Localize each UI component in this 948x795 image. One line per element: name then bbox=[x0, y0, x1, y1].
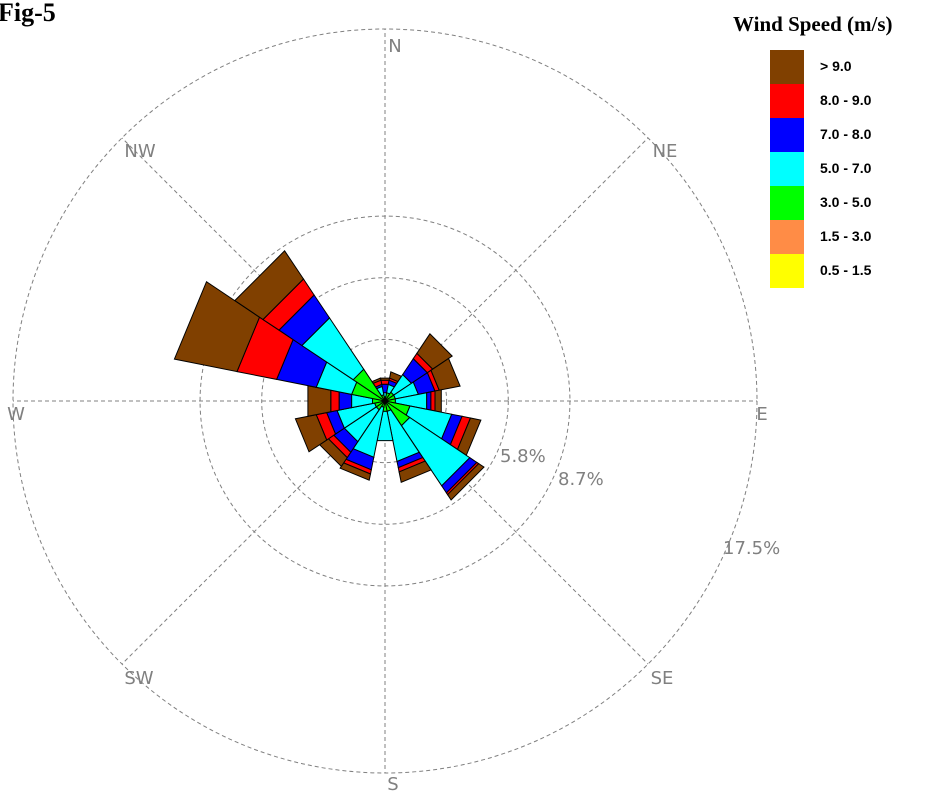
range-ring bbox=[322, 338, 448, 464]
petal-segment-W-bin4 bbox=[338, 391, 353, 411]
petal-segment-E-bin4 bbox=[426, 391, 432, 411]
petal-E bbox=[384, 389, 442, 413]
direction-label-E: E bbox=[756, 404, 767, 425]
direction-label-W: W bbox=[7, 404, 25, 425]
petal-segment-SSW-bin6 bbox=[339, 462, 372, 481]
petal-segment-W-bin6 bbox=[307, 385, 332, 417]
chart-labels: N NE E SE S SW W NW 5.8% 8.7% 17.5% bbox=[7, 36, 780, 795]
legend-item: 5.0 - 7.0 bbox=[770, 152, 940, 186]
legend-swatch bbox=[770, 152, 804, 186]
petal-ESE bbox=[384, 400, 482, 457]
petal-NW bbox=[234, 250, 386, 402]
legend-swatch bbox=[770, 254, 804, 288]
petal-NNW bbox=[371, 377, 386, 402]
petal-segment-SE-bin6 bbox=[446, 462, 485, 501]
legend-label: 5.0 - 7.0 bbox=[820, 160, 872, 176]
legend-item: 3.0 - 5.0 bbox=[770, 186, 940, 220]
legend-swatch bbox=[770, 220, 804, 254]
direction-axis-line bbox=[121, 137, 386, 402]
direction-label-S: S bbox=[387, 774, 398, 795]
petal-segment-WSW-bin6 bbox=[294, 414, 328, 453]
petal-ENE bbox=[384, 357, 461, 402]
legend-swatch bbox=[770, 186, 804, 220]
petal-WNW bbox=[173, 280, 386, 402]
petal-WSW bbox=[294, 400, 386, 453]
legend-item: 0.5 - 1.5 bbox=[770, 254, 940, 288]
petal-segment-E-bin6 bbox=[434, 389, 442, 413]
direction-label-SE: SE bbox=[651, 668, 674, 689]
petal-segment-E-bin5 bbox=[430, 390, 436, 412]
direction-axis-line bbox=[121, 400, 386, 665]
petal-segment-N-bin6 bbox=[379, 377, 391, 381]
legend: > 9.0 8.0 - 9.0 7.0 - 8.0 5.0 - 7.0 3.0 - 5.… bbox=[770, 50, 940, 288]
petal-segment-NNW-bin6 bbox=[371, 377, 382, 384]
petal-SE bbox=[384, 400, 485, 501]
ring-label: 17.5% bbox=[723, 538, 780, 559]
wind-rose-petals bbox=[173, 250, 485, 501]
legend-label: 3.0 - 5.0 bbox=[820, 194, 872, 210]
legend-item: 8.0 - 9.0 bbox=[770, 84, 940, 118]
figure-label: Fig-5 bbox=[0, 0, 56, 27]
direction-axes bbox=[13, 29, 757, 773]
legend-label: 1.5 - 3.0 bbox=[820, 228, 872, 244]
legend-title: Wind Speed (m/s) bbox=[733, 12, 893, 36]
petal-NE bbox=[384, 333, 453, 402]
direction-label-NE: NE bbox=[653, 141, 678, 162]
petal-segment-NW-bin6 bbox=[234, 250, 305, 321]
direction-label-NW: NW bbox=[124, 141, 155, 162]
legend-swatch bbox=[770, 118, 804, 152]
direction-label-SW: SW bbox=[124, 668, 153, 689]
petal-segment-W-bin5 bbox=[330, 389, 340, 413]
ring-label: 8.7% bbox=[558, 469, 604, 490]
legend-swatch bbox=[770, 84, 804, 118]
legend-swatch bbox=[770, 50, 804, 84]
legend-label: 0.5 - 1.5 bbox=[820, 262, 872, 278]
legend-label: 7.0 - 8.0 bbox=[820, 126, 872, 142]
petal-segment-WNW-bin6 bbox=[173, 280, 261, 373]
petal-segment-SSE-bin6 bbox=[398, 460, 432, 483]
petal-segment-ENE-bin6 bbox=[430, 357, 461, 391]
range-ring bbox=[261, 277, 509, 525]
direction-label-N: N bbox=[388, 36, 401, 57]
petal-segment-NE-bin6 bbox=[416, 333, 453, 370]
legend-item: 7.0 - 8.0 bbox=[770, 118, 940, 152]
ring-label: 5.8% bbox=[500, 446, 546, 467]
legend-item: > 9.0 bbox=[770, 50, 940, 84]
petal-SSE bbox=[384, 400, 432, 483]
petal-segment-N-bin5 bbox=[380, 379, 390, 385]
legend-label: > 9.0 bbox=[820, 58, 852, 74]
legend-label: 8.0 - 9.0 bbox=[820, 92, 872, 108]
legend-item: 1.5 - 3.0 bbox=[770, 220, 940, 254]
direction-axis-line bbox=[384, 400, 649, 665]
direction-axis-line bbox=[384, 137, 649, 402]
